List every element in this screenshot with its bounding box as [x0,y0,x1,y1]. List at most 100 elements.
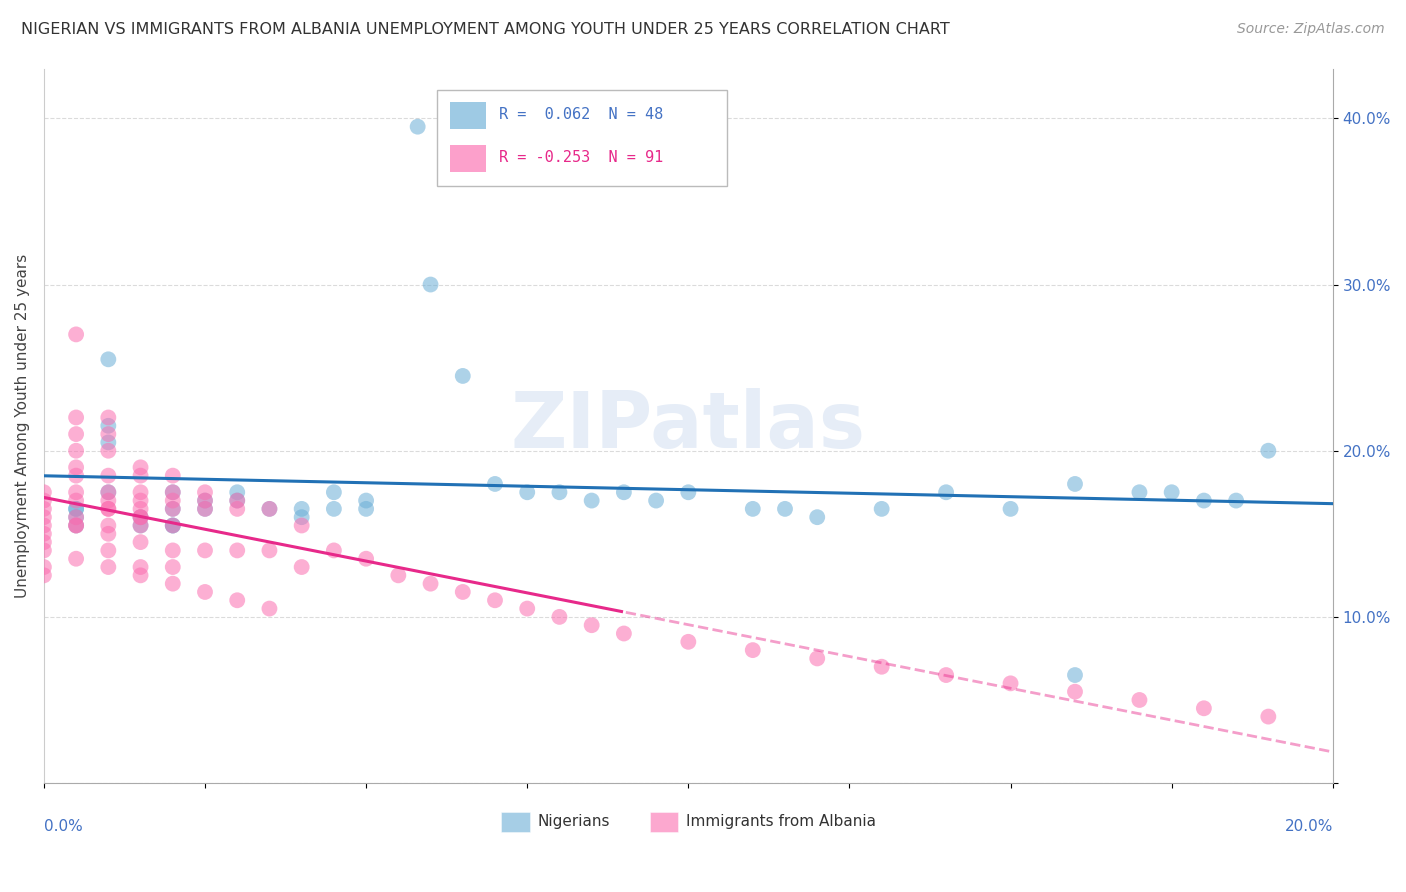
Point [419,277,441,292]
Point [32,518,55,533]
Point [226,501,249,516]
Point [129,468,152,483]
Point [162,485,184,500]
Point [129,493,152,508]
Point [870,501,893,516]
Point [194,493,217,508]
Point [162,501,184,516]
Point [581,493,603,508]
Point [291,560,314,574]
Point [451,585,474,599]
Point [613,626,636,640]
Text: NIGERIAN VS IMMIGRANTS FROM ALBANIA UNEMPLOYMENT AMONG YOUTH UNDER 25 YEARS CORR: NIGERIAN VS IMMIGRANTS FROM ALBANIA UNEM… [21,22,950,37]
Point [806,510,828,524]
Text: R = -0.253  N = 91: R = -0.253 N = 91 [499,151,664,165]
Bar [502,812,530,831]
Point [1064,477,1087,491]
Point [97,493,120,508]
Point [97,352,120,367]
Point [226,493,249,508]
Point [870,659,893,673]
Point [1160,485,1182,500]
Text: 0.0%: 0.0% [44,819,83,834]
Point [741,643,763,657]
Point [97,543,120,558]
Point [65,551,87,566]
Point [354,501,377,516]
Point [1064,684,1087,698]
Point [65,460,87,475]
Point [32,485,55,500]
Point [678,485,700,500]
Point [162,501,184,516]
Point [935,485,957,500]
Bar [450,145,486,172]
Text: ZIPatlas: ZIPatlas [510,388,866,464]
Point [194,493,217,508]
Point [97,526,120,541]
Point [226,493,249,508]
Point [645,493,668,508]
Point [1192,493,1215,508]
Point [65,518,87,533]
Point [1257,709,1279,723]
Text: Source: ZipAtlas.com: Source: ZipAtlas.com [1237,22,1385,37]
Point [806,651,828,665]
Point [65,485,87,500]
Point [97,418,120,433]
Point [65,427,87,442]
FancyBboxPatch shape [437,90,727,186]
Point [129,518,152,533]
Point [65,327,87,342]
Point [1064,668,1087,682]
Point [259,501,281,516]
Point [322,501,344,516]
Point [97,427,120,442]
Point [32,543,55,558]
Point [516,485,538,500]
Point [226,485,249,500]
Point [1192,701,1215,715]
Text: 20.0%: 20.0% [1285,819,1333,834]
Point [32,493,55,508]
Point [65,501,87,516]
Point [97,443,120,458]
Point [65,410,87,425]
Point [162,468,184,483]
Point [162,543,184,558]
Point [1000,501,1022,516]
Point [194,501,217,516]
Point [1128,693,1150,707]
Point [65,493,87,508]
Point [387,568,409,582]
Point [581,618,603,632]
Point [65,501,87,516]
Point [129,510,152,524]
Point [65,443,87,458]
Point [484,477,506,491]
Point [162,518,184,533]
Point [194,543,217,558]
Point [354,493,377,508]
Point [291,510,314,524]
Point [32,535,55,549]
Point [226,593,249,607]
Point [1128,485,1150,500]
Point [322,485,344,500]
Point [935,668,957,682]
Point [548,610,571,624]
Point [129,460,152,475]
Point [162,493,184,508]
Point [65,468,87,483]
Point [678,635,700,649]
Point [451,368,474,383]
Point [129,510,152,524]
Text: Immigrants from Albania: Immigrants from Albania [686,814,876,830]
Point [259,543,281,558]
Point [194,501,217,516]
Point [97,435,120,450]
Point [32,526,55,541]
Point [1000,676,1022,690]
Point [162,485,184,500]
Point [129,501,152,516]
